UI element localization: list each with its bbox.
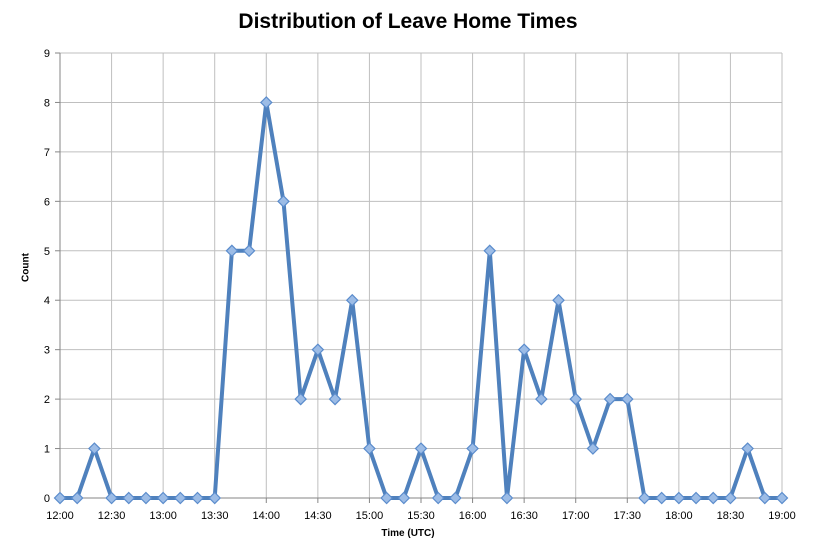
data-point bbox=[603, 392, 617, 406]
data-point bbox=[328, 392, 342, 406]
data-point bbox=[586, 442, 600, 455]
data-point bbox=[741, 442, 754, 455]
y-tick-labels: 0 1 2 3 4 5 6 7 8 9 bbox=[44, 48, 50, 505]
data-point bbox=[242, 244, 256, 258]
data-point bbox=[277, 194, 290, 208]
x-tick-label: 18:30 bbox=[717, 510, 745, 522]
data-point bbox=[775, 491, 789, 505]
data-point bbox=[122, 491, 136, 505]
data-point bbox=[655, 491, 669, 505]
y-tick-label: 7 bbox=[44, 147, 50, 159]
x-tick-label: 12:00 bbox=[46, 510, 74, 522]
data-point bbox=[397, 491, 411, 505]
data-point bbox=[620, 392, 634, 406]
data-point bbox=[500, 491, 514, 505]
x-tick-labels: 12:00 12:30 13:00 13:30 14:00 14:30 15:00 15:30… bbox=[46, 510, 796, 522]
data-point bbox=[225, 244, 239, 258]
y-tick-label: 3 bbox=[44, 345, 50, 357]
x-tick-label: 14:00 bbox=[253, 510, 281, 522]
series-group bbox=[53, 96, 789, 505]
data-point bbox=[414, 442, 428, 455]
data-point bbox=[70, 491, 84, 505]
data-point bbox=[345, 293, 359, 307]
x-tick-label: 18:00 bbox=[665, 510, 693, 522]
data-point bbox=[53, 491, 67, 505]
x-axis-label: Time (UTC) bbox=[381, 528, 435, 539]
data-point bbox=[638, 491, 651, 505]
data-point bbox=[689, 491, 703, 505]
y-tick-label: 2 bbox=[44, 394, 50, 406]
data-point bbox=[724, 491, 737, 505]
x-tick-label: 16:30 bbox=[510, 510, 538, 522]
data-point bbox=[88, 442, 101, 455]
y-tick-label: 0 bbox=[44, 493, 50, 505]
data-point bbox=[483, 244, 497, 258]
y-tick-label: 9 bbox=[44, 48, 50, 60]
chart-title: Distribution of Leave Home Times bbox=[238, 10, 578, 33]
data-point bbox=[208, 491, 222, 505]
data-point bbox=[758, 491, 772, 505]
x-tick-label: 13:30 bbox=[201, 510, 229, 522]
data-point bbox=[466, 442, 479, 455]
data-point bbox=[552, 293, 565, 307]
data-point bbox=[173, 491, 187, 505]
data-point bbox=[156, 491, 170, 505]
x-tick-label: 15:00 bbox=[356, 510, 384, 522]
y-tick-label: 5 bbox=[44, 246, 50, 258]
x-tick-label: 17:30 bbox=[614, 510, 642, 522]
gridlines bbox=[55, 52, 783, 503]
x-tick-label: 16:00 bbox=[459, 510, 487, 522]
data-point bbox=[380, 491, 393, 505]
x-tick-label: 14:30 bbox=[304, 510, 332, 522]
data-point bbox=[139, 491, 153, 505]
data-point bbox=[363, 442, 376, 455]
data-point bbox=[672, 491, 686, 505]
data-point bbox=[534, 392, 548, 406]
data-point bbox=[259, 96, 273, 109]
data-point bbox=[517, 343, 531, 357]
data-point bbox=[105, 491, 118, 505]
data-point bbox=[294, 392, 308, 406]
y-tick-label: 4 bbox=[44, 295, 50, 307]
y-tick-label: 6 bbox=[44, 196, 50, 208]
x-tick-label: 13:00 bbox=[149, 510, 177, 522]
data-point bbox=[311, 343, 325, 357]
data-point bbox=[706, 491, 720, 505]
data-point bbox=[569, 392, 583, 406]
x-tick-label: 15:30 bbox=[407, 510, 435, 522]
x-tick-label: 12:30 bbox=[98, 510, 126, 522]
data-point bbox=[449, 491, 462, 505]
x-tick-label: 19:00 bbox=[768, 510, 796, 522]
y-tick-label: 1 bbox=[44, 444, 50, 456]
y-tick-label: 8 bbox=[44, 97, 50, 109]
x-tick-label: 17:00 bbox=[562, 510, 590, 522]
data-point bbox=[431, 491, 445, 505]
data-point bbox=[191, 491, 204, 505]
